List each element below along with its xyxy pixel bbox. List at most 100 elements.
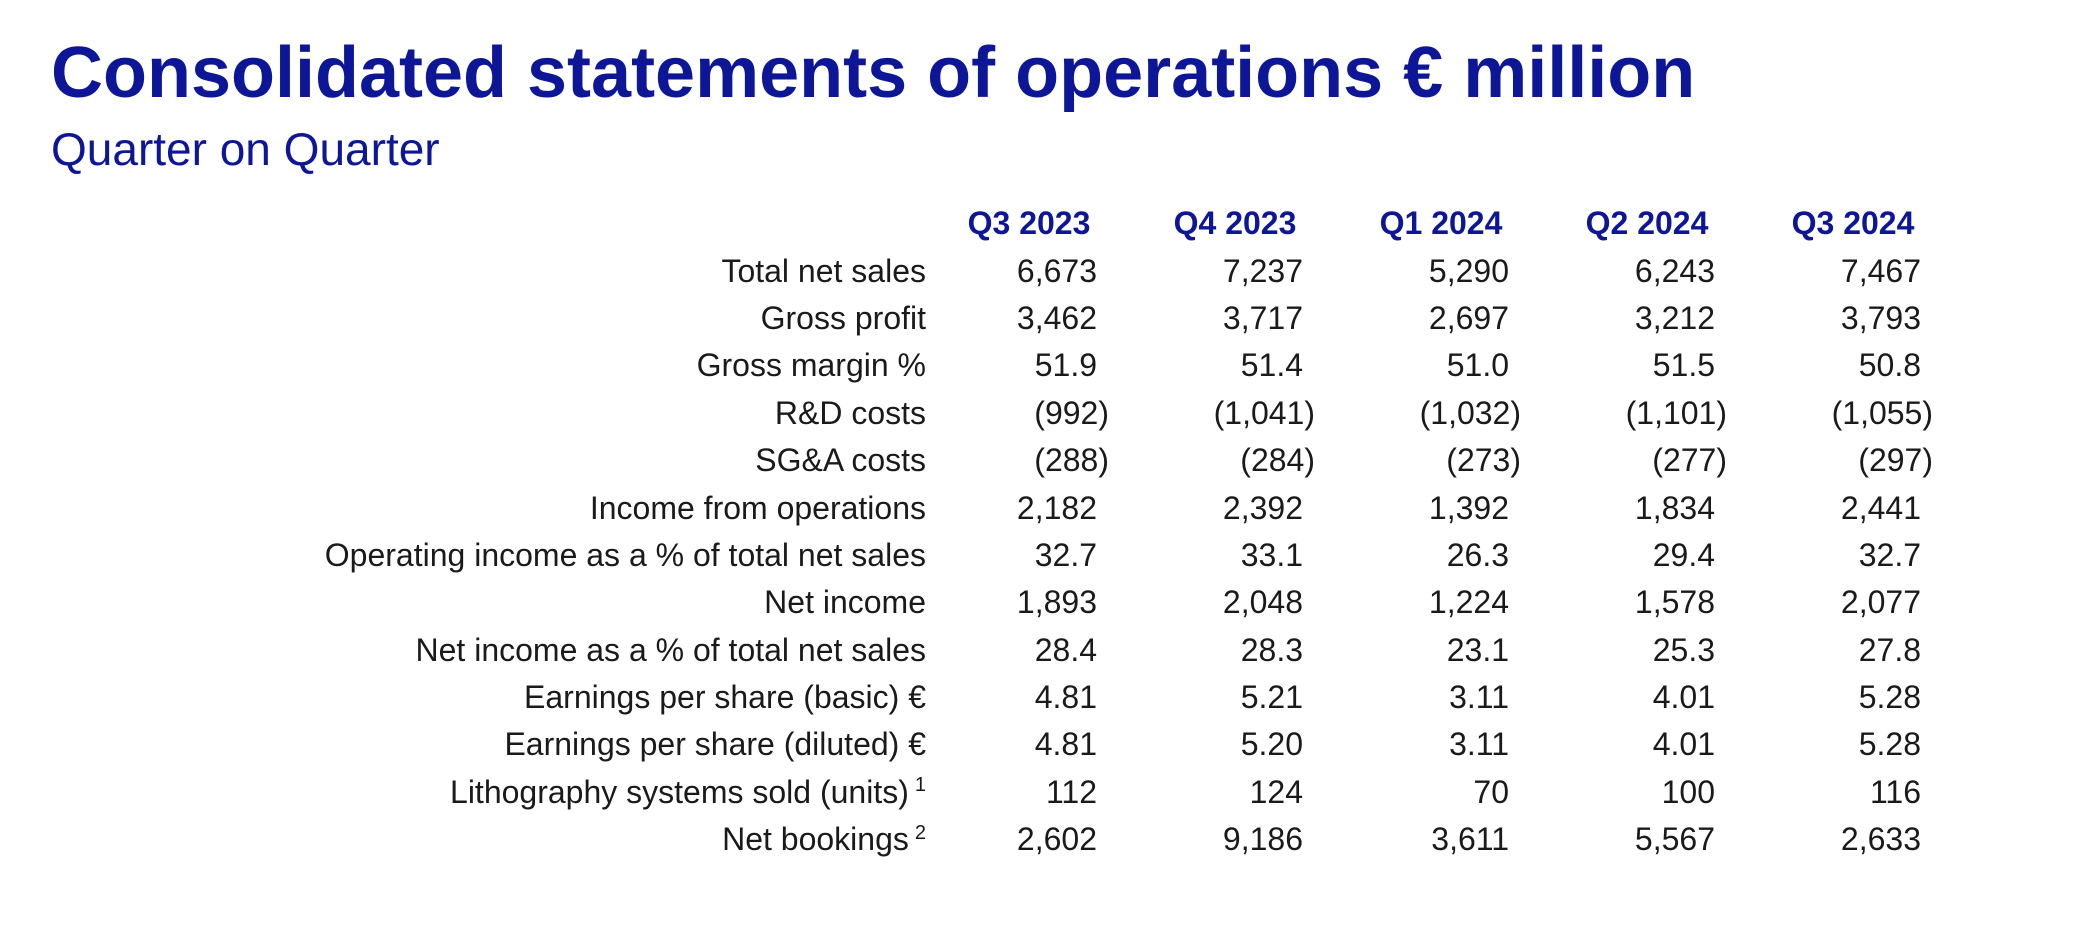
cell-value: 112 bbox=[1045, 773, 1097, 810]
cell-value: 25.3 bbox=[1652, 631, 1715, 668]
cell-value: 5.28 bbox=[1858, 679, 1921, 716]
cell-value: 26.3 bbox=[1446, 536, 1509, 573]
table-cell: 32.7 bbox=[926, 532, 1132, 579]
table-row: Lithography systems sold (units) 1 112 124 7… bbox=[250, 769, 1956, 816]
table-cell: (273) bbox=[1338, 437, 1544, 484]
cell-value: 51.5 bbox=[1652, 347, 1715, 384]
cell-value: (992) bbox=[1034, 394, 1109, 431]
cell-value: 4.01 bbox=[1652, 679, 1715, 716]
cell-value: 9,186 bbox=[1222, 821, 1303, 858]
cell-value: 28.4 bbox=[1034, 631, 1097, 668]
cell-value: 3.11 bbox=[1449, 679, 1509, 716]
table-cell: 9,186 bbox=[1132, 816, 1338, 863]
row-label: R&D costs bbox=[250, 390, 926, 437]
table-cell: 51.5 bbox=[1544, 342, 1750, 389]
row-label-text: Net income as a % of total net sales bbox=[415, 631, 926, 668]
cell-value: 2,697 bbox=[1428, 299, 1509, 336]
table-cell: 27.8 bbox=[1750, 627, 1956, 674]
table-cell: 3,611 bbox=[1338, 816, 1544, 863]
cell-value: (277) bbox=[1652, 442, 1727, 479]
row-label-text: Total net sales bbox=[721, 252, 926, 289]
cell-value: (273) bbox=[1446, 442, 1521, 479]
table-cell: 51.4 bbox=[1132, 342, 1338, 389]
cell-value: 4.81 bbox=[1034, 726, 1097, 763]
cell-value: 2,077 bbox=[1840, 584, 1921, 621]
row-label-text: R&D costs bbox=[774, 394, 926, 431]
table-cell: 70 bbox=[1338, 769, 1544, 816]
table-cell: 112 bbox=[926, 769, 1132, 816]
cell-value: 2,182 bbox=[1016, 489, 1097, 526]
row-label: Gross margin % bbox=[250, 342, 926, 389]
cell-value: 4.81 bbox=[1034, 679, 1097, 716]
row-label-text: Gross profit bbox=[760, 299, 926, 336]
cell-value: (297) bbox=[1858, 442, 1933, 479]
table-cell: 1,893 bbox=[926, 579, 1132, 626]
cell-value: 3,793 bbox=[1840, 299, 1921, 336]
table-row: Net income as a % of total net sales 28.4… bbox=[250, 627, 1956, 674]
table-cell: 28.3 bbox=[1132, 627, 1338, 674]
footnote-marker: 2 bbox=[914, 821, 926, 844]
row-label: Lithography systems sold (units) 1 bbox=[250, 769, 926, 816]
cell-value: 1,578 bbox=[1634, 584, 1715, 621]
table-row: R&D costs (992) (1,041) (1,032) (1,101) (1,05… bbox=[250, 390, 1956, 437]
cell-value: 3,462 bbox=[1016, 299, 1097, 336]
cell-value: 3,212 bbox=[1634, 299, 1715, 336]
cell-value: 3.11 bbox=[1449, 726, 1509, 763]
table-body: Total net sales 6,673 7,237 5,290 6,243 7,467… bbox=[250, 247, 1956, 863]
table-cell: 4.81 bbox=[926, 674, 1132, 721]
cell-value: (1,041) bbox=[1213, 394, 1315, 431]
table-cell: 3.11 bbox=[1338, 721, 1544, 768]
column-header: Q4 2023 bbox=[1173, 205, 1297, 242]
table-cell: 2,182 bbox=[926, 484, 1132, 531]
table-cell: 23.1 bbox=[1338, 627, 1544, 674]
table-cell: 3,717 bbox=[1132, 295, 1338, 342]
table-cell: 6,243 bbox=[1544, 247, 1750, 294]
cell-value: (288) bbox=[1034, 442, 1109, 479]
table-cell: (297) bbox=[1750, 437, 1956, 484]
cell-value: 5,290 bbox=[1428, 252, 1509, 289]
table-cell: 1,578 bbox=[1544, 579, 1750, 626]
row-label-text: Operating income as a % of total net sal… bbox=[324, 536, 926, 573]
row-label-text: Income from operations bbox=[589, 489, 926, 526]
table-cell: 5,567 bbox=[1544, 816, 1750, 863]
table-row: Operating income as a % of total net sal… bbox=[250, 532, 1956, 579]
cell-value: 32.7 bbox=[1034, 536, 1097, 573]
operations-table: Q3 2023 Q4 2023 Q1 2024 Q2 2024 Q3 2024 … bbox=[250, 200, 1956, 863]
table-cell: 4.01 bbox=[1544, 674, 1750, 721]
table-cell: (288) bbox=[926, 437, 1132, 484]
cell-value: 51.9 bbox=[1034, 347, 1097, 384]
table-cell: 3,793 bbox=[1750, 295, 1956, 342]
cell-value: 2,392 bbox=[1222, 489, 1303, 526]
row-label: Operating income as a % of total net sal… bbox=[250, 532, 926, 579]
table-cell: 6,673 bbox=[926, 247, 1132, 294]
table-cell: 1,224 bbox=[1338, 579, 1544, 626]
table-cell: 7,467 bbox=[1750, 247, 1956, 294]
cell-value: (1,032) bbox=[1419, 394, 1521, 431]
row-label-text: Gross margin % bbox=[696, 347, 926, 384]
table-cell: 2,697 bbox=[1338, 295, 1544, 342]
table-row: Net bookings 2 2,602 9,186 3,611 5,567 2,633 bbox=[250, 816, 1956, 863]
cell-value: 1,224 bbox=[1428, 584, 1509, 621]
cell-value: 27.8 bbox=[1858, 631, 1921, 668]
cell-value: 28.3 bbox=[1240, 631, 1303, 668]
cell-value: 51.0 bbox=[1446, 347, 1509, 384]
table-cell: 4.01 bbox=[1544, 721, 1750, 768]
cell-value: 51.4 bbox=[1240, 347, 1303, 384]
table-cell: 2,048 bbox=[1132, 579, 1338, 626]
table-cell: 1,392 bbox=[1338, 484, 1544, 531]
row-label: Income from operations bbox=[250, 484, 926, 531]
table-row: Earnings per share (basic) € 4.81 5.21 3.11… bbox=[250, 674, 1956, 721]
table-cell: 50.8 bbox=[1750, 342, 1956, 389]
cell-value: 1,392 bbox=[1428, 489, 1509, 526]
row-label-text: Earnings per share (basic) € bbox=[524, 679, 926, 716]
table-cell: 5.20 bbox=[1132, 721, 1338, 768]
cell-value: 116 bbox=[1869, 773, 1921, 810]
table-cell: 51.9 bbox=[926, 342, 1132, 389]
row-label: SG&A costs bbox=[250, 437, 926, 484]
cell-value: 5,567 bbox=[1634, 821, 1715, 858]
row-label-text: Earnings per share (diluted) € bbox=[504, 726, 926, 763]
cell-value: (1,101) bbox=[1625, 394, 1727, 431]
table-cell: (1,041) bbox=[1132, 390, 1338, 437]
table-cell: 116 bbox=[1750, 769, 1956, 816]
cell-value: (1,055) bbox=[1831, 394, 1933, 431]
